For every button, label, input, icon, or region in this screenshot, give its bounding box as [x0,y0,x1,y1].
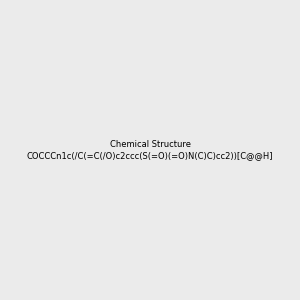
Text: Chemical Structure
COCCCn1c(/C(=C(/O)c2ccc(S(=O)(=O)N(C)C)cc2))[C@@H]: Chemical Structure COCCCn1c(/C(=C(/O)c2c… [27,140,273,160]
